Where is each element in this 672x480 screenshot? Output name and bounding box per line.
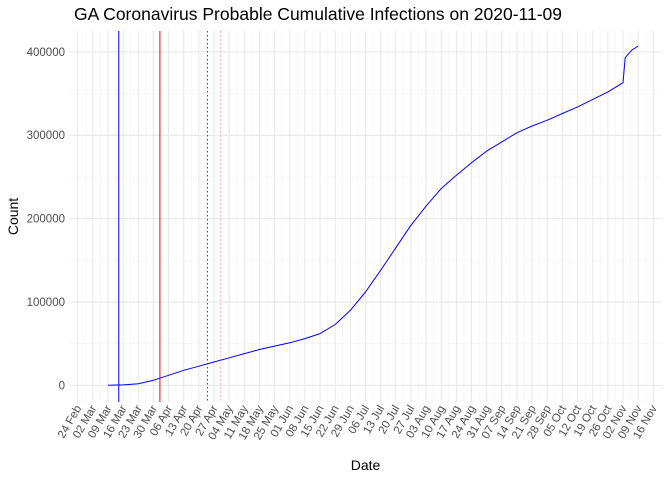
reference-lines <box>118 31 221 402</box>
y-tick-label: 200000 <box>27 214 65 226</box>
y-tick-label: 400000 <box>27 47 65 59</box>
major-gridlines <box>69 31 662 402</box>
series-line <box>107 45 639 386</box>
series-group <box>107 45 639 386</box>
y-axis-title: Count <box>5 198 21 235</box>
y-tick-label: 300000 <box>27 130 65 142</box>
y-tick-label: 0 <box>59 380 65 392</box>
chart-title: GA Coronavirus Probable Cumulative Infec… <box>74 4 563 24</box>
y-tick-label: 100000 <box>27 297 65 309</box>
minor-gridlines <box>69 31 662 402</box>
y-axis-ticks: 0 100000 200000 300000 400000 <box>27 47 65 392</box>
x-axis-title: Date <box>351 457 381 473</box>
